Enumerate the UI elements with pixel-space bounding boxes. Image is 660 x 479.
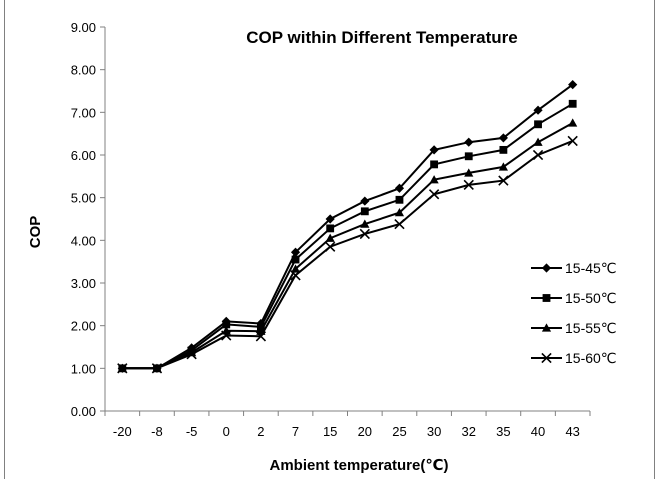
data-point — [291, 255, 300, 264]
x-tick-label: 43 — [565, 424, 579, 439]
data-point — [255, 331, 267, 342]
data-point — [290, 270, 301, 281]
x-tick-label: 40 — [531, 424, 545, 439]
data-point — [430, 160, 439, 169]
data-point — [395, 195, 404, 204]
data-point — [394, 218, 405, 230]
data-point — [325, 241, 336, 252]
legend-entry: 15-60℃ — [531, 350, 617, 366]
series-3 — [117, 118, 578, 373]
data-point — [394, 208, 405, 217]
data-point — [326, 224, 335, 233]
legend-entry: 15-55℃ — [531, 320, 617, 336]
y-tick-label: 6.00 — [71, 148, 96, 163]
x-tick-label: 20 — [358, 424, 372, 439]
y-tick-label: 0.00 — [71, 404, 96, 419]
data-point — [541, 352, 552, 364]
data-point — [541, 323, 552, 332]
data-point — [394, 183, 405, 193]
data-point — [463, 179, 474, 191]
data-point — [532, 149, 544, 161]
y-tick-label: 5.00 — [71, 191, 96, 206]
series-layer — [117, 80, 578, 374]
data-point — [568, 118, 578, 127]
data-point — [290, 264, 301, 273]
legend-label: 15-60℃ — [565, 350, 617, 366]
legend-entry: 15-50℃ — [531, 290, 617, 306]
data-point — [567, 135, 578, 147]
series-line — [122, 102, 574, 370]
x-tick-label: 7 — [292, 424, 299, 439]
y-tick-label: 1.00 — [71, 361, 96, 376]
data-point — [325, 214, 335, 224]
data-point — [360, 219, 370, 228]
data-point — [186, 349, 197, 360]
data-point — [533, 105, 543, 115]
data-point — [429, 145, 439, 155]
data-point — [464, 168, 474, 177]
x-tick-label: 30 — [427, 424, 441, 439]
data-point — [325, 233, 335, 242]
data-point — [541, 263, 552, 273]
data-point — [568, 99, 577, 108]
y-tick-label: 9.00 — [71, 20, 96, 35]
legend-label: 15-55℃ — [565, 320, 617, 336]
series-line — [122, 122, 574, 370]
x-tick-label: 25 — [392, 424, 406, 439]
data-point — [290, 247, 301, 257]
data-point — [359, 228, 370, 240]
y-tick-label: 3.00 — [71, 276, 96, 291]
x-tick-label: 2 — [257, 424, 264, 439]
x-tick-label: 35 — [496, 424, 510, 439]
data-point — [222, 320, 231, 329]
data-point — [498, 162, 508, 171]
data-point — [428, 189, 440, 200]
data-point — [568, 80, 578, 90]
data-point — [221, 330, 232, 341]
y-tick-label: 4.00 — [71, 233, 96, 248]
x-tick-label: -20 — [113, 424, 132, 439]
x-axis-title: Ambient temperature(℃) — [269, 457, 448, 474]
x-tick-label: -8 — [151, 424, 163, 439]
series-line — [122, 83, 574, 370]
data-point — [360, 207, 369, 216]
data-point — [498, 133, 508, 143]
data-point — [498, 175, 509, 186]
series-line — [122, 139, 574, 370]
x-tick-label: 15 — [323, 424, 337, 439]
x-tick-label: 32 — [462, 424, 476, 439]
data-point — [534, 120, 542, 129]
data-point — [533, 137, 543, 146]
legend-label: 15-45℃ — [565, 260, 617, 276]
chart-frame — [4, 0, 655, 479]
data-point — [429, 175, 439, 184]
y-tick-label: 7.00 — [71, 105, 96, 120]
axes: 0.00 1.00 2.00 3.00 4.00 5.00 6.00 7.00 8.00 9.00… — [71, 20, 591, 439]
data-point — [464, 137, 474, 147]
data-point — [117, 363, 128, 374]
x-tick-label: 0 — [223, 424, 230, 439]
series-2 — [118, 99, 577, 373]
series-4 — [117, 135, 578, 374]
y-tick-label: 2.00 — [71, 319, 96, 334]
data-point — [151, 363, 163, 374]
legend: 15-45℃ 15-50℃ 15-55℃ 15-60℃ — [531, 260, 617, 366]
data-point — [542, 294, 551, 302]
y-tick-label: 8.00 — [71, 63, 96, 78]
data-point — [360, 196, 370, 206]
y-axis-title: COP — [27, 216, 44, 249]
x-tick-label: -5 — [186, 424, 198, 439]
data-point — [499, 145, 508, 154]
chart-title: COP within Different Temperature — [246, 28, 517, 47]
legend-entry: 15-45℃ — [531, 260, 617, 276]
series-1 — [117, 80, 578, 373]
data-point — [464, 152, 473, 161]
legend-label: 15-50℃ — [565, 290, 617, 306]
